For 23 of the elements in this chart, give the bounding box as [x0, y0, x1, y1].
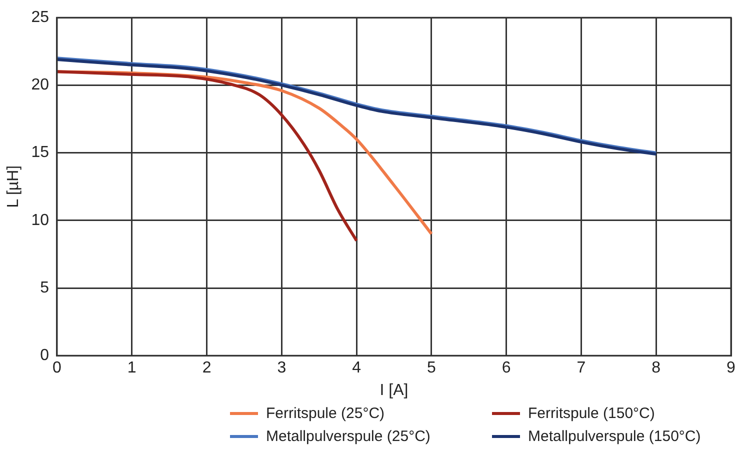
y-tick-label: 20	[31, 76, 50, 94]
x-tick-label: 3	[277, 360, 286, 377]
x-tick-label: 8	[652, 360, 661, 377]
x-tick-label: 4	[352, 360, 362, 377]
y-tick-label: 0	[40, 347, 50, 364]
x-tick-label: 7	[576, 360, 586, 377]
y-axis-title: L [µH]	[5, 165, 22, 208]
x-tick-label: 2	[202, 360, 212, 377]
x-tick-label: 1	[127, 360, 136, 377]
legend-label: Metallpulverspule (25°C)	[266, 428, 430, 445]
y-tick-label: 5	[40, 279, 50, 296]
x-axis-title: I [A]	[380, 382, 408, 399]
legend-label: Ferritspule (150°C)	[528, 405, 655, 422]
x-tick-label: 5	[426, 360, 436, 377]
y-tick-label: 15	[31, 144, 50, 162]
x-tick-label: 0	[52, 360, 62, 377]
x-tick-label: 6	[502, 360, 511, 377]
legend-label: Metallpulverspule (150°C)	[528, 428, 701, 445]
y-tick-label: 10	[31, 212, 50, 229]
x-tick-label: 9	[726, 360, 736, 377]
line-series	[56, 70, 358, 242]
y-tick-label: 25	[31, 9, 50, 26]
legend-label: Ferritspule (25°C)	[266, 405, 385, 422]
